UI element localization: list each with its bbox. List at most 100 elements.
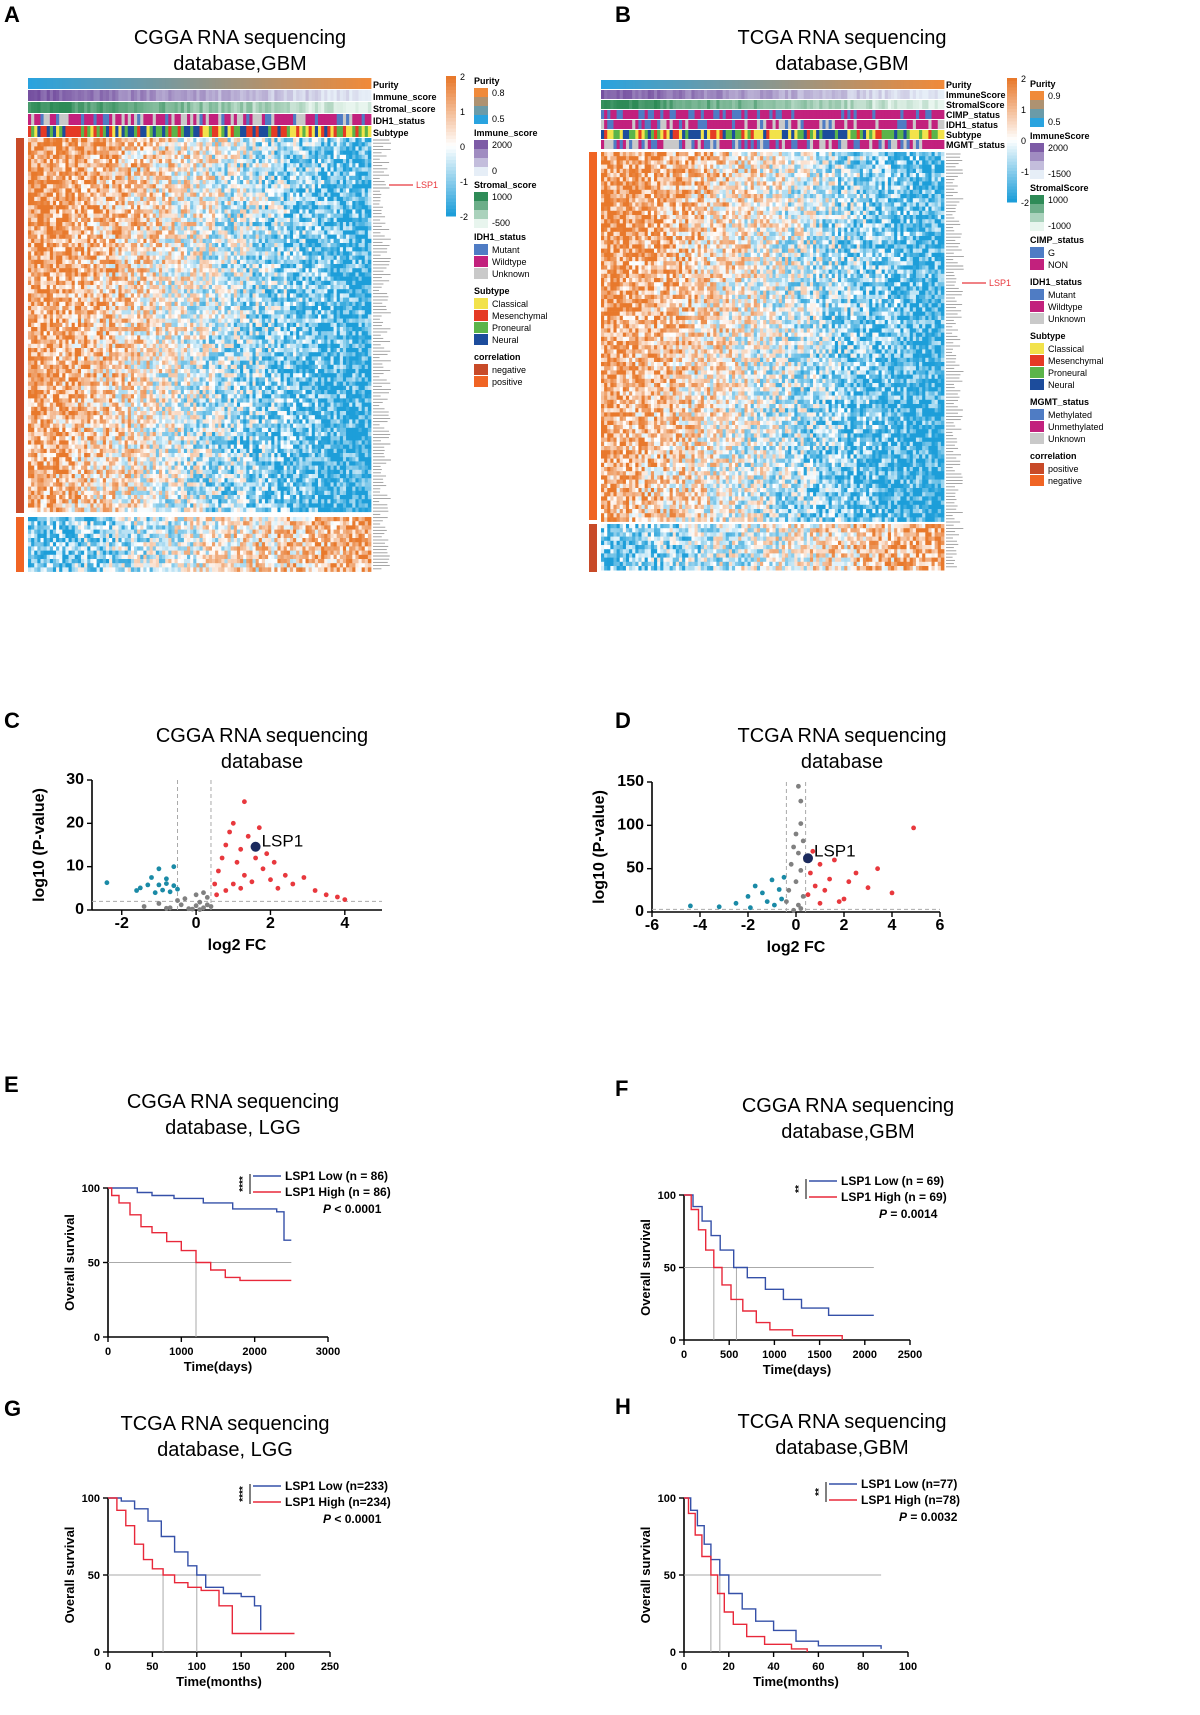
heatmap-cell [280,251,285,256]
heatmap-cell [121,251,126,256]
heatmap-cell [118,150,122,156]
heatmap-cell [327,146,331,151]
heatmap-cell [333,146,338,151]
heatmap-cell [208,276,213,282]
heatmap-cell [293,243,297,248]
heatmap-cell [296,167,300,172]
heatmap-cell [352,209,356,214]
heatmap-cell [358,285,363,290]
heatmap-cell [271,280,275,286]
heatmap-cell [146,234,151,240]
heatmap-cell [93,230,97,235]
heatmap-cell [140,238,144,244]
heatmap-cell [367,201,372,206]
heatmap-cell [109,238,113,244]
heatmap-cell [93,226,97,231]
heatmap-cell [286,255,291,261]
heatmap-cell [246,138,250,143]
heatmap-cell [336,213,341,219]
heatmap-cell [56,196,60,202]
heatmap-cell [102,184,107,189]
heatmap-cell [199,238,204,244]
heatmap-cell [205,268,210,273]
heatmap-cell [68,268,73,273]
track-cell [187,114,191,125]
heatmap-cell [246,251,250,256]
heatmap-cell [43,238,48,244]
heatmap-cell [105,280,110,286]
heatmap-cell [152,150,157,156]
heatmap-cell [246,205,250,210]
heatmap-cell [43,209,48,214]
heatmap-cell [99,230,104,235]
heatmap-cell [99,251,104,256]
heatmap-cell [68,213,73,219]
heatmap-cell [127,154,132,160]
heatmap-cell [333,276,338,282]
heatmap-cell [130,259,135,265]
heatmap-cell [87,201,91,206]
track-cell [243,126,247,137]
heatmap-cell [77,255,82,261]
track-cell [255,102,260,113]
heatmap-cell [342,243,347,248]
heatmap-cell [346,184,350,189]
heatmap-cell [68,234,73,240]
heatmap-cell [118,243,122,248]
heatmap-cell [367,188,372,193]
heatmap-cell [249,150,253,156]
heatmap-cell [218,209,222,214]
heatmap-cell [333,205,338,210]
track-cell [327,114,331,125]
heatmap-cell [302,243,306,248]
track-cell [28,114,32,125]
heatmap-cell [102,306,107,311]
heatmap-cell [68,306,73,311]
heatmap-cell [109,196,113,202]
heatmap-cell [90,184,94,189]
heatmap-cell [174,167,179,172]
heatmap-cell [105,251,110,256]
heatmap-cell [277,247,281,252]
heatmap-cell [317,259,322,265]
heatmap-cell [84,196,88,202]
heatmap-cell [118,289,122,294]
heatmap-cell [130,142,135,147]
track-cell [180,102,185,113]
heatmap-cell [52,188,57,193]
heatmap-cell [112,184,116,189]
heatmap-cell [65,138,69,143]
track-cell [221,114,225,125]
heatmap-cell [34,184,38,189]
heatmap-cell [52,209,57,214]
heatmap-cell [81,138,85,143]
heatmap-cell [314,154,319,160]
heatmap-cell [324,276,328,282]
track-cell [361,90,366,101]
heatmap-cell [149,201,154,206]
heatmap-cell [143,230,147,235]
heatmap-cell [346,264,350,269]
heatmap-cell [205,180,210,185]
heatmap-cell [258,150,263,156]
heatmap-cell [342,251,347,256]
heatmap-cell [211,285,216,290]
heatmap-cell [361,276,366,282]
heatmap-cell [37,209,41,214]
heatmap-cell [246,217,250,223]
heatmap-cell [196,247,200,252]
heatmap-cell [183,297,188,303]
heatmap-cell [149,280,154,286]
heatmap-cell [208,159,213,164]
heatmap-cell [93,259,97,265]
heatmap-cell [271,213,275,219]
heatmap-cell [162,293,166,298]
track-cell [308,102,313,113]
heatmap-cell [249,234,253,240]
heatmap-cell [352,175,356,181]
heatmap-cell [49,184,54,189]
heatmap-cell [274,247,278,252]
heatmap-cell [252,222,257,227]
heatmap-cell [339,289,344,294]
heatmap-cell [59,268,63,273]
